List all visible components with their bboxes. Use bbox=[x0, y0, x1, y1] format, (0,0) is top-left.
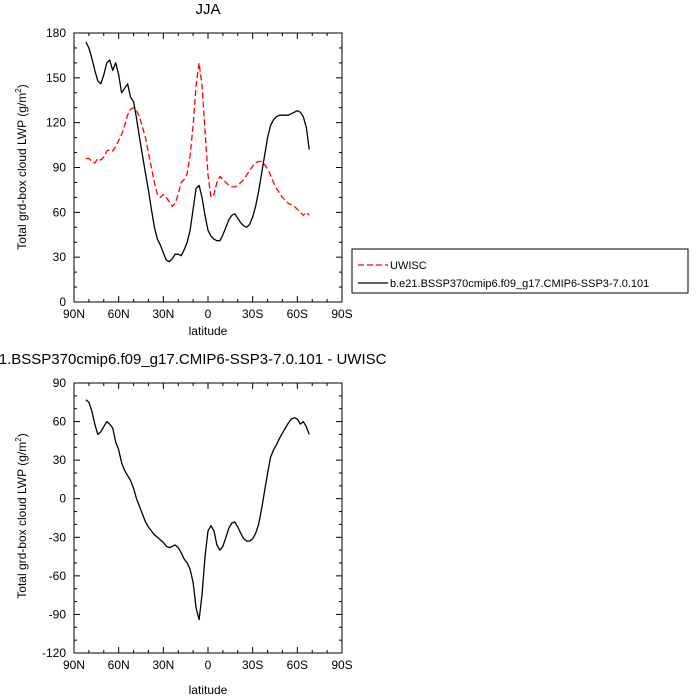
bottom-chart-ylabel-group: Total grd-box cloud LWP (g/m2) bbox=[14, 433, 29, 598]
x-tick-label-1-2: 30N bbox=[152, 658, 174, 672]
bottom-chart: b.e21.BSSP370cmip6.f09_g17.CMIP6-SSP3-7.… bbox=[0, 351, 387, 697]
top-chart-legend: UWISC b.e21.BSSP370cmip6.f09_g17.CMIP6-S… bbox=[351, 248, 689, 294]
x-tick-label-1-3: 0 bbox=[205, 658, 212, 672]
series-line-0-1 bbox=[85, 41, 310, 263]
top-chart-ylabel-group: Total grd-box cloud LWP (g/m2) bbox=[14, 84, 29, 249]
y-tick-label-0-6: 180 bbox=[46, 26, 66, 40]
bottom-chart-plot-area: 90N 60N 30N 0 30S 60S 90S -120 -90 -60 -30 0 30 60 90 bbox=[42, 376, 353, 672]
x-tick-label-1-1: 60N bbox=[108, 658, 130, 672]
top-chart: JJA Total grd-box cloud LWP (g/m2) latit… bbox=[14, 1, 689, 338]
y-tick-label-0-0: 0 bbox=[59, 295, 66, 309]
y-tick-label-0-1: 30 bbox=[53, 250, 67, 264]
series-line-1-0 bbox=[85, 399, 310, 621]
y-tick-label-1-3: -30 bbox=[49, 530, 67, 544]
x-tick-label-1-6: 90S bbox=[331, 658, 352, 672]
series-line-0-0 bbox=[85, 62, 310, 216]
y-tick-label-1-6: 60 bbox=[53, 415, 67, 429]
top-chart-title: JJA bbox=[195, 1, 220, 18]
top-chart-ylabel-sup: 2 bbox=[14, 88, 23, 93]
legend-box bbox=[351, 248, 689, 294]
y-tick-label-1-5: 30 bbox=[53, 453, 67, 467]
bottom-chart-ylabel: Total grd-box cloud LWP (g/m2) bbox=[14, 433, 29, 598]
legend-label-model: b.e21.BSSP370cmip6.f09_g17.CMIP6-SSP3-7.… bbox=[390, 278, 649, 290]
bottom-chart-ylabel-close: ) bbox=[15, 433, 29, 437]
x-tick-label-0-2: 30N bbox=[152, 307, 174, 321]
bottom-chart-ylabel-text: Total grd-box cloud LWP (g/m bbox=[15, 442, 29, 599]
x-tick-label-1-0: 90N bbox=[63, 658, 85, 672]
y-tick-label-0-3: 90 bbox=[53, 161, 67, 175]
x-tick-label-0-0: 90N bbox=[63, 307, 85, 321]
bottom-chart-ylabel-sup: 2 bbox=[14, 437, 23, 442]
top-chart-ylabel-close: ) bbox=[15, 84, 29, 88]
x-tick-label-0-5: 60S bbox=[287, 307, 308, 321]
top-chart-ylabel-text: Total grd-box cloud LWP (g/m bbox=[15, 93, 29, 250]
x-tick-label-0-4: 30S bbox=[242, 307, 263, 321]
x-tick-label-0-3: 0 bbox=[205, 307, 212, 321]
x-tick-label-1-5: 60S bbox=[287, 658, 308, 672]
top-chart-ylabel: Total grd-box cloud LWP (g/m2) bbox=[14, 84, 29, 249]
y-tick-label-0-2: 60 bbox=[53, 205, 67, 219]
y-tick-label-0-4: 120 bbox=[46, 116, 66, 130]
bottom-chart-title: b.e21.BSSP370cmip6.f09_g17.CMIP6-SSP3-7.… bbox=[0, 351, 387, 368]
y-tick-label-1-2: -60 bbox=[49, 569, 67, 583]
bottom-chart-xlabel: latitude bbox=[189, 683, 228, 697]
top-chart-plot-area: 90N 60N 30N 0 30S 60S 90S 0 30 60 90 120 150 180 bbox=[46, 26, 353, 321]
y-tick-label-1-0: -120 bbox=[42, 646, 66, 660]
y-tick-label-1-1: -90 bbox=[49, 607, 67, 621]
y-tick-label-0-5: 150 bbox=[46, 71, 66, 85]
top-chart-xlabel: latitude bbox=[189, 324, 228, 338]
y-tick-label-1-4: 0 bbox=[59, 492, 66, 506]
x-tick-label-0-6: 90S bbox=[331, 307, 352, 321]
x-tick-label-1-4: 30S bbox=[242, 658, 263, 672]
legend-label-uwisc: UWISC bbox=[390, 260, 427, 272]
y-tick-label-1-7: 90 bbox=[53, 376, 67, 390]
x-tick-label-0-1: 60N bbox=[108, 307, 130, 321]
